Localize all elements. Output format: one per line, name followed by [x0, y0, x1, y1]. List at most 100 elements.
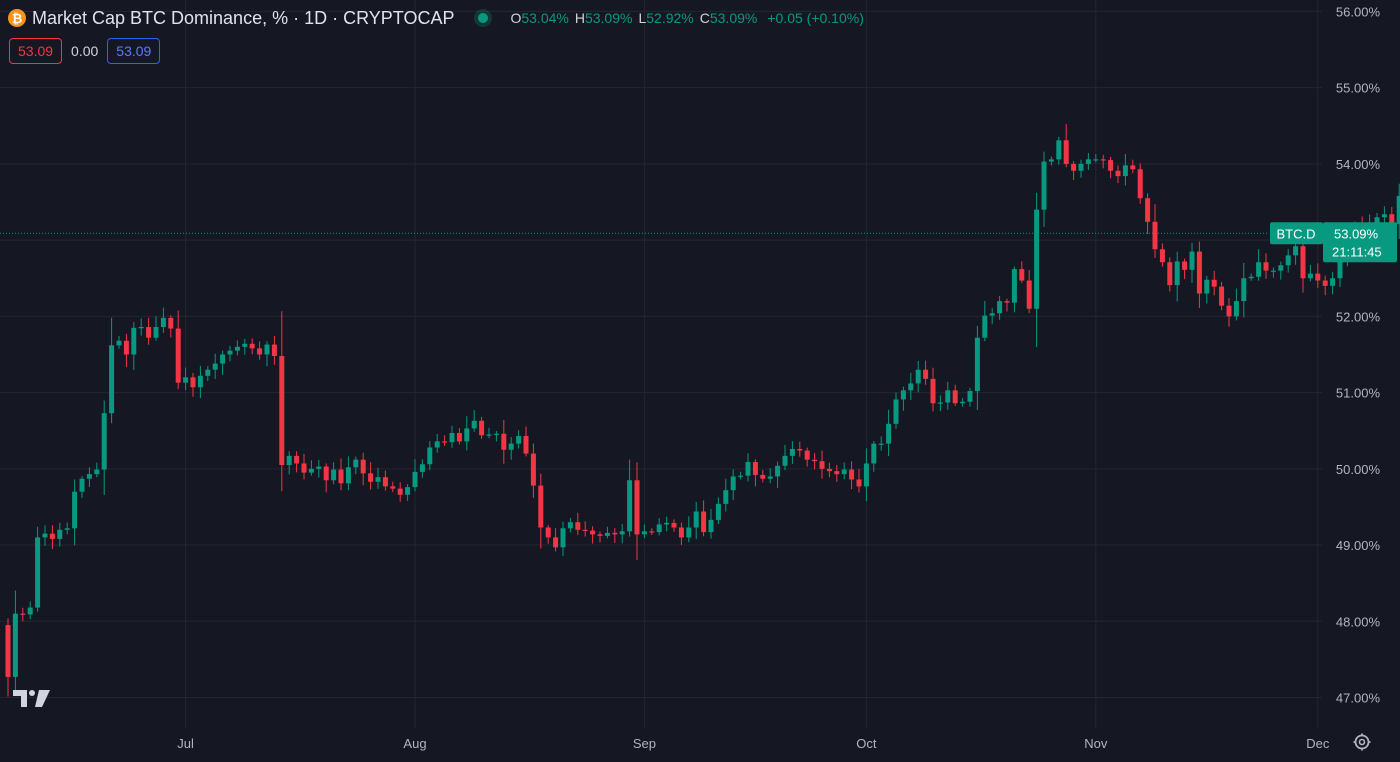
candle-body — [1004, 301, 1010, 303]
candle-body — [501, 433, 507, 450]
candle-body — [530, 453, 536, 486]
candle-body — [1130, 165, 1136, 170]
candle-body — [1248, 276, 1254, 279]
candle-body — [242, 343, 248, 347]
price-tick-label: 54.00% — [1336, 157, 1381, 172]
candle-body — [316, 466, 322, 469]
candle-body — [1085, 159, 1091, 164]
candle-body — [249, 343, 255, 349]
candle-body — [664, 522, 670, 525]
candle-body — [479, 420, 485, 436]
candle-body — [974, 337, 980, 392]
candle-body — [1396, 195, 1400, 225]
candle-body — [708, 519, 714, 533]
candle-body — [701, 511, 707, 533]
candle-body — [1019, 269, 1025, 281]
candle-body — [138, 327, 144, 329]
candle-body — [86, 474, 92, 479]
time-tick-label: Aug — [403, 736, 426, 751]
candle-body — [597, 534, 603, 536]
candle-body — [982, 315, 988, 338]
candle-body — [834, 471, 840, 475]
candle-body — [12, 613, 18, 677]
candle-body — [1071, 163, 1077, 171]
candle-body — [1204, 279, 1210, 294]
sell-price-box[interactable]: 53.09 — [9, 38, 63, 64]
candle-body — [197, 375, 203, 388]
market-status-icon[interactable] — [478, 13, 489, 23]
candle-body — [1263, 262, 1269, 271]
candle-body — [123, 340, 129, 355]
candle-body — [257, 348, 263, 355]
candle-body — [1374, 217, 1380, 225]
candle-body — [353, 459, 359, 468]
candle-body — [1330, 278, 1336, 286]
spread-value: 0.00 — [71, 43, 99, 59]
price-tick-label: 52.00% — [1336, 309, 1381, 324]
candle-body — [301, 463, 307, 473]
candle-body — [1182, 261, 1188, 270]
candle-body — [434, 441, 440, 448]
candle-body — [686, 527, 692, 538]
candle-body — [767, 476, 773, 479]
symbol-tag-bg — [1270, 222, 1323, 245]
candle-body — [945, 390, 951, 403]
candle-body — [212, 363, 218, 370]
candle-body — [1108, 160, 1114, 171]
candle-body — [1241, 278, 1247, 302]
candle-body — [220, 354, 226, 364]
candle-body — [730, 476, 736, 491]
gear-icon[interactable] — [1352, 732, 1372, 752]
symbol-title[interactable]: Market Cap BTC Dominance, % · 1D · CRYPT… — [32, 7, 455, 28]
chart-legend: ₿ Market Cap BTC Dominance, % · 1D · CRY… — [8, 6, 864, 30]
candle-body — [146, 327, 152, 338]
candle-body — [937, 402, 943, 404]
candle-body — [1219, 286, 1225, 306]
candle-body — [516, 436, 522, 444]
candle-body — [412, 471, 418, 488]
candle-body — [1167, 262, 1173, 286]
candle-body — [375, 477, 381, 482]
candle-body — [405, 487, 411, 495]
time-axis[interactable]: JulAugSepOctNovDec18 — [177, 736, 1400, 751]
time-tick-label: Jul — [177, 736, 194, 751]
candle-body — [960, 401, 966, 404]
candle-body — [1315, 273, 1321, 281]
candle-body — [878, 443, 884, 445]
candle-body — [871, 443, 877, 464]
candle-body — [427, 447, 433, 465]
candle-body — [997, 301, 1003, 314]
buy-price-box[interactable]: 53.09 — [107, 38, 161, 64]
candle-body — [382, 477, 388, 487]
price-axis[interactable]: 47.00% 48.00% 49.00% 50.00% 51.00% 52.00% 53.0… — [1336, 4, 1381, 705]
candle-body — [923, 369, 929, 379]
tradingview-logo-icon[interactable] — [12, 688, 52, 710]
candle-body — [323, 466, 329, 481]
candle-body — [294, 455, 300, 464]
candle-body — [442, 441, 448, 443]
candle-body — [567, 522, 573, 529]
candle-body — [397, 488, 403, 495]
price-tick-label: 51.00% — [1336, 386, 1381, 401]
candle-body — [1337, 257, 1343, 279]
candle-body — [523, 436, 529, 454]
candle-body — [1322, 280, 1328, 286]
candle-body — [20, 613, 26, 615]
candle-body — [1189, 251, 1195, 270]
candle-body — [752, 461, 758, 475]
candle-body — [797, 448, 803, 451]
bitcoin-icon: ₿ — [8, 9, 26, 27]
open-value: 53.04% — [521, 10, 569, 26]
candle-body — [1078, 163, 1084, 171]
candle-body — [227, 350, 233, 355]
candle-body — [57, 529, 63, 539]
candle-body — [715, 503, 721, 520]
high-value: 53.09% — [584, 10, 633, 26]
candle-body — [1285, 255, 1291, 266]
grid-lines — [0, 0, 1322, 728]
candle-body — [819, 461, 825, 469]
candle-body — [27, 607, 33, 615]
candle-body — [575, 522, 581, 530]
candle-body — [1300, 246, 1306, 279]
